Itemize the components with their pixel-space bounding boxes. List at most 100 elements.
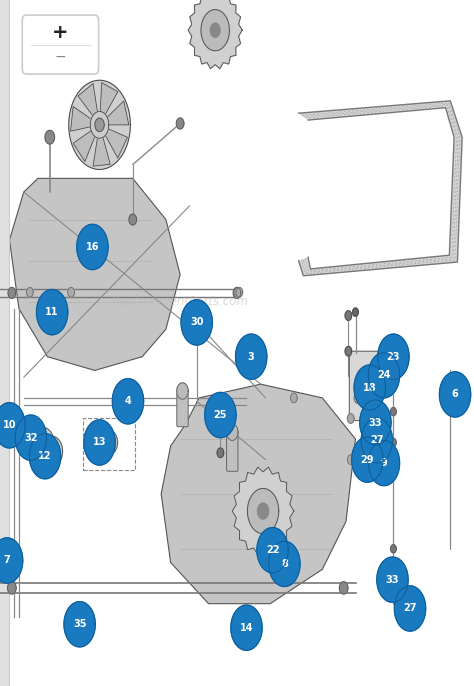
Polygon shape <box>193 318 200 327</box>
Polygon shape <box>188 0 242 69</box>
Polygon shape <box>100 125 128 158</box>
FancyBboxPatch shape <box>349 351 381 421</box>
Text: 27: 27 <box>370 436 383 445</box>
Polygon shape <box>361 418 392 463</box>
Text: 25: 25 <box>214 410 227 420</box>
Text: 3: 3 <box>248 352 255 362</box>
Polygon shape <box>0 538 23 583</box>
Polygon shape <box>15 415 46 460</box>
Text: 22: 22 <box>266 545 279 555</box>
Text: 32: 32 <box>24 433 37 442</box>
Polygon shape <box>177 383 188 399</box>
Polygon shape <box>36 289 68 335</box>
Text: 9: 9 <box>381 458 387 468</box>
Polygon shape <box>77 224 108 270</box>
Text: 7: 7 <box>4 556 10 565</box>
Polygon shape <box>69 80 130 169</box>
Polygon shape <box>161 384 356 604</box>
Text: 33: 33 <box>386 575 399 584</box>
FancyBboxPatch shape <box>0 0 9 686</box>
Polygon shape <box>8 287 16 298</box>
Polygon shape <box>353 308 358 316</box>
Polygon shape <box>100 82 118 125</box>
Polygon shape <box>129 214 137 225</box>
FancyBboxPatch shape <box>22 15 99 74</box>
Polygon shape <box>352 437 383 482</box>
Text: 29: 29 <box>361 455 374 464</box>
Polygon shape <box>71 106 100 131</box>
Polygon shape <box>439 372 471 417</box>
Text: 14: 14 <box>240 623 253 632</box>
Polygon shape <box>0 403 25 448</box>
Polygon shape <box>231 605 262 650</box>
Polygon shape <box>299 101 462 276</box>
Polygon shape <box>391 469 396 477</box>
FancyBboxPatch shape <box>227 431 238 471</box>
Text: 8: 8 <box>281 559 288 569</box>
Polygon shape <box>368 368 376 379</box>
Polygon shape <box>8 582 16 594</box>
Polygon shape <box>378 334 409 379</box>
Polygon shape <box>210 23 220 37</box>
Polygon shape <box>205 392 236 438</box>
Polygon shape <box>93 125 110 166</box>
Polygon shape <box>27 427 33 437</box>
Text: 16: 16 <box>86 242 99 252</box>
Polygon shape <box>339 582 348 594</box>
Polygon shape <box>91 112 109 138</box>
Polygon shape <box>232 467 294 555</box>
Text: ReplacementParts.com: ReplacementParts.com <box>111 296 249 308</box>
Polygon shape <box>95 118 104 132</box>
Text: 12: 12 <box>38 451 52 461</box>
Polygon shape <box>269 541 300 587</box>
Polygon shape <box>31 427 55 462</box>
Polygon shape <box>291 393 297 403</box>
Polygon shape <box>47 445 57 458</box>
Polygon shape <box>360 400 391 445</box>
Text: 33: 33 <box>369 418 382 427</box>
Text: 23: 23 <box>387 352 400 362</box>
Polygon shape <box>345 311 352 320</box>
Text: 6: 6 <box>452 390 458 399</box>
Text: 11: 11 <box>46 307 59 317</box>
Polygon shape <box>42 436 63 466</box>
Polygon shape <box>9 178 180 370</box>
Polygon shape <box>29 434 61 479</box>
Text: 4: 4 <box>125 397 131 406</box>
Polygon shape <box>391 407 396 416</box>
Polygon shape <box>257 503 269 519</box>
Polygon shape <box>354 365 385 410</box>
Polygon shape <box>217 448 224 458</box>
Polygon shape <box>368 353 400 398</box>
Polygon shape <box>201 10 229 51</box>
Text: 18: 18 <box>363 383 376 392</box>
Polygon shape <box>391 438 396 447</box>
Text: 35: 35 <box>73 619 86 629</box>
Text: −: − <box>55 49 66 64</box>
Polygon shape <box>38 438 47 451</box>
Polygon shape <box>176 118 184 129</box>
Text: 10: 10 <box>3 421 16 430</box>
Polygon shape <box>377 557 408 602</box>
Text: 13: 13 <box>93 438 106 447</box>
Polygon shape <box>391 545 396 553</box>
Polygon shape <box>181 300 212 345</box>
Polygon shape <box>236 334 267 379</box>
Polygon shape <box>27 287 33 297</box>
Text: 27: 27 <box>403 604 417 613</box>
Text: +: + <box>52 23 69 42</box>
Polygon shape <box>68 287 74 297</box>
Polygon shape <box>84 420 115 465</box>
Polygon shape <box>64 602 95 647</box>
Polygon shape <box>227 424 238 440</box>
Polygon shape <box>257 528 288 573</box>
Polygon shape <box>247 488 279 534</box>
Text: 30: 30 <box>190 318 203 327</box>
Polygon shape <box>233 287 241 298</box>
Polygon shape <box>236 287 243 297</box>
Polygon shape <box>45 130 55 144</box>
Polygon shape <box>391 579 396 587</box>
Polygon shape <box>347 455 354 464</box>
Polygon shape <box>78 84 100 125</box>
Polygon shape <box>112 379 144 424</box>
